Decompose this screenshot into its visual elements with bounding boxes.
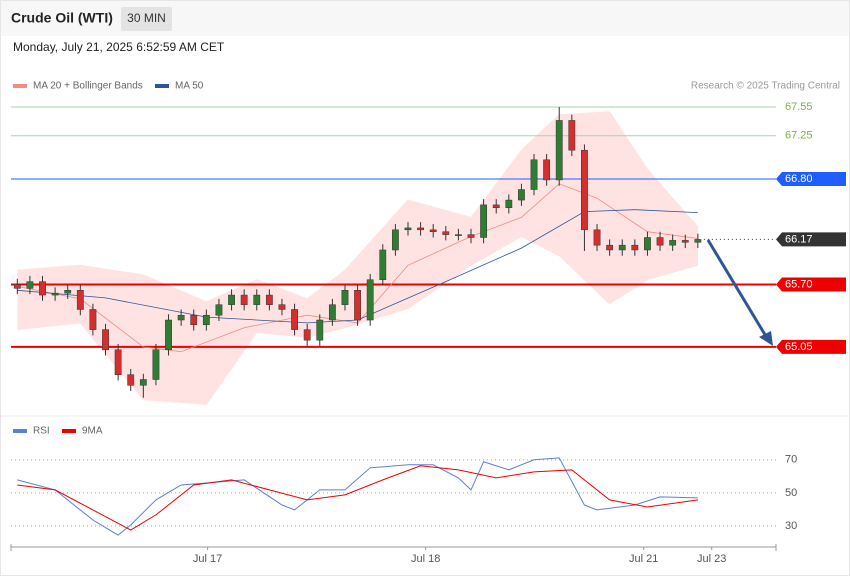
legend-label: MA 50	[175, 81, 204, 92]
candle-body	[202, 314, 210, 326]
candle-body	[139, 379, 147, 386]
legend-label: RSI	[33, 426, 50, 437]
candle-body	[76, 290, 84, 310]
candle-body	[644, 237, 651, 251]
y-tick-label: 30	[785, 520, 797, 532]
interval-badge[interactable]	[121, 7, 172, 31]
candle-body	[581, 149, 588, 231]
candle-body	[165, 319, 172, 351]
candle-body	[442, 231, 450, 235]
chart-title: Crude Oil (WTI)	[11, 10, 113, 26]
candle-body	[291, 309, 298, 330]
level-label: 65.05	[785, 341, 813, 353]
candle-body	[253, 294, 261, 305]
plot: 67.55 67.25 66.80 66.17 65.70 65.05 30 50 70 RSI 9…	[10, 101, 846, 565]
candle-body	[278, 304, 286, 310]
candle-body	[354, 290, 361, 321]
candle-body	[505, 199, 513, 209]
ma50-line	[17, 209, 698, 324]
y-tick-label: 50	[785, 487, 797, 499]
candle-body	[228, 294, 235, 305]
candle-body	[530, 159, 538, 190]
x-tick-label: Jul 23	[697, 553, 726, 565]
candle-body	[303, 329, 311, 341]
rsi-line	[17, 457, 698, 536]
candle-body	[492, 204, 500, 209]
candle-body	[518, 189, 525, 201]
legend-label: MA 20 + Bollinger Bands	[33, 81, 143, 92]
candle-body	[606, 244, 614, 251]
candle-body	[555, 120, 563, 181]
candle-body	[316, 319, 324, 341]
level-label: 66.17	[785, 233, 813, 245]
candle-body	[328, 304, 336, 321]
candle-body	[681, 240, 689, 243]
candle-body	[568, 120, 576, 151]
candle-body	[127, 374, 135, 386]
candle-body	[177, 314, 185, 321]
x-tick-label: Jul 18	[411, 553, 440, 565]
candle-body	[215, 304, 223, 316]
candle-body	[543, 159, 551, 181]
candle-body	[429, 229, 437, 232]
candle-body	[240, 294, 248, 305]
level-tag	[776, 277, 846, 292]
bollinger-upper	[17, 111, 699, 303]
candle-body	[694, 239, 702, 243]
projection-arrowhead	[759, 331, 773, 346]
candle-body	[152, 349, 160, 380]
candle-body	[669, 240, 677, 246]
candle-body	[480, 204, 488, 238]
legend-swatch	[13, 429, 27, 433]
level-tag	[776, 232, 846, 247]
x-tick-label: Jul 17	[193, 553, 222, 565]
y-tick-label: 70	[785, 454, 797, 466]
candle-body	[417, 227, 424, 231]
level-tag	[776, 339, 846, 354]
candle-body	[379, 249, 387, 280]
bollinger-fill	[17, 111, 698, 405]
candle-body	[114, 349, 122, 375]
legend-label: 9MA	[82, 426, 103, 437]
legend: MA 20 + Bollinger Bands MA 50	[13, 81, 204, 92]
level-label: 66.80	[785, 173, 813, 185]
candle-body	[391, 229, 399, 251]
candle-body	[102, 329, 109, 351]
level-label: 65.70	[785, 278, 813, 290]
level-label: 67.25	[785, 130, 813, 142]
subtitle: Monday, July 21, 2025 6:52:59 AM CET	[13, 40, 225, 54]
credit: Research © 2025 Trading Central	[691, 81, 840, 92]
candle-body	[618, 244, 626, 251]
candle-body	[593, 229, 601, 246]
candle-body	[39, 281, 46, 296]
legend-swatch	[13, 84, 27, 88]
ma20-line	[17, 183, 698, 353]
candle-body	[656, 237, 664, 246]
candle-body	[467, 234, 475, 238]
projection-arrow	[706, 239, 769, 339]
candle-body	[64, 290, 72, 294]
level-label: 67.55	[785, 101, 813, 113]
candle-body	[51, 292, 59, 296]
candle-body	[366, 279, 374, 321]
interval[interactable]: 30 MIN	[127, 11, 166, 25]
candle-body	[341, 290, 349, 305]
candle-body	[404, 227, 412, 231]
candle-body	[190, 314, 198, 326]
level-tag	[776, 171, 846, 186]
legend-swatch	[155, 84, 169, 88]
candle-body	[26, 281, 34, 289]
candle-body	[265, 294, 273, 305]
bollinger-lower	[17, 235, 699, 405]
candle-body	[89, 309, 97, 330]
candle-body	[13, 284, 21, 289]
x-tick-label: Jul 21	[629, 553, 658, 565]
candle-body	[631, 244, 639, 251]
candle-body	[455, 234, 462, 236]
legend-swatch	[62, 429, 76, 433]
rsi-line	[17, 465, 698, 531]
